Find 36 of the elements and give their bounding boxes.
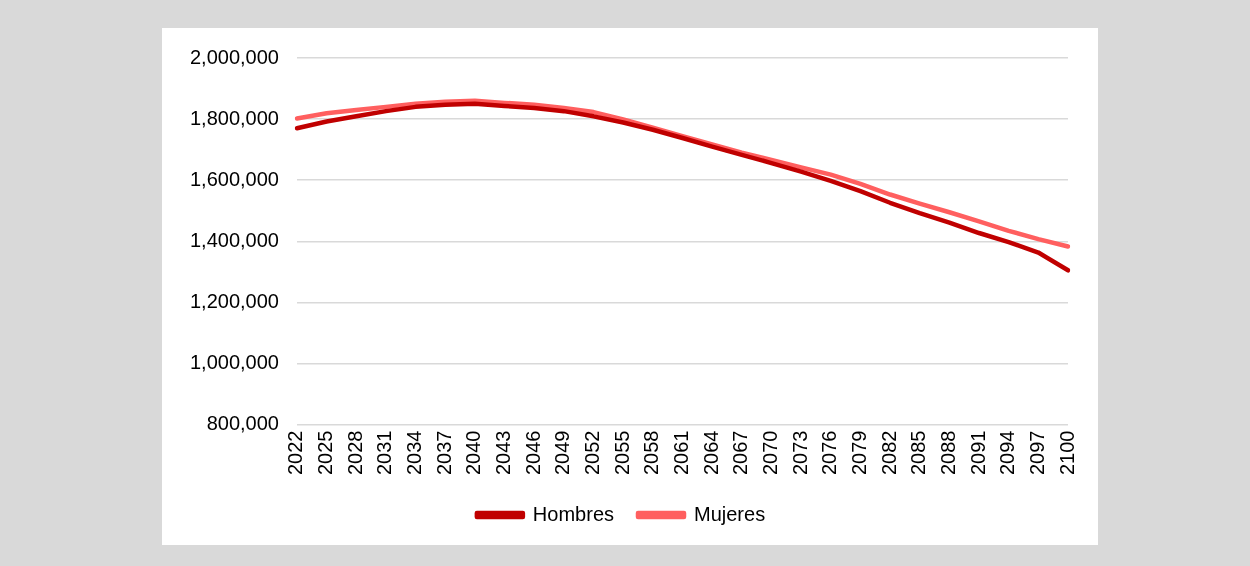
x-tick-label: 2061 (670, 430, 692, 476)
x-tick-label: 2100 (1055, 430, 1078, 476)
x-tick-label: 2031 (373, 430, 396, 476)
x-tick-label: 2094 (996, 430, 1019, 476)
x-tick-label: 2022 (284, 430, 307, 476)
x-tick-label: 2046 (521, 430, 544, 476)
y-tick-label: 800,000 (206, 412, 279, 435)
x-tick-label: 2079 (847, 430, 870, 476)
y-tick-label: 1,200,000 (189, 289, 279, 312)
x-tick-label: 2055 (610, 430, 633, 476)
x-tick-label: 2034 (403, 430, 426, 476)
x-tick-label: 2088 (936, 430, 959, 476)
x-tick-label: 2097 (1025, 430, 1048, 476)
y-tick-label: 1,400,000 (189, 228, 279, 251)
x-tick-label: 2043 (492, 430, 515, 476)
y-tick-label: 1,000,000 (189, 350, 279, 373)
x-tick-label: 2040 (462, 430, 485, 476)
x-tick-label: 2082 (877, 430, 900, 476)
x-tick-label: 2091 (966, 430, 989, 476)
y-tick-label: 1,800,000 (189, 106, 279, 129)
x-tick-label: 2076 (818, 430, 841, 476)
x-tick-label: 2028 (343, 430, 366, 476)
x-tick-label: 2067 (729, 430, 752, 476)
x-tick-label: 2049 (551, 430, 574, 476)
legend-label: Mujeres (694, 502, 766, 525)
legend-label: Hombres (532, 502, 615, 525)
y-tick-label: 1,600,000 (189, 167, 279, 190)
x-tick-label: 2070 (758, 430, 781, 476)
x-tick-label: 2025 (314, 430, 337, 476)
x-tick-label: 2058 (640, 430, 663, 476)
y-tick-label: 2,000,000 (189, 45, 279, 68)
x-tick-label: 2064 (699, 430, 722, 476)
x-tick-label: 2037 (432, 430, 455, 476)
x-tick-label: 2073 (788, 430, 811, 476)
x-tick-label: 2085 (907, 430, 930, 476)
x-tick-label: 2052 (581, 430, 604, 476)
